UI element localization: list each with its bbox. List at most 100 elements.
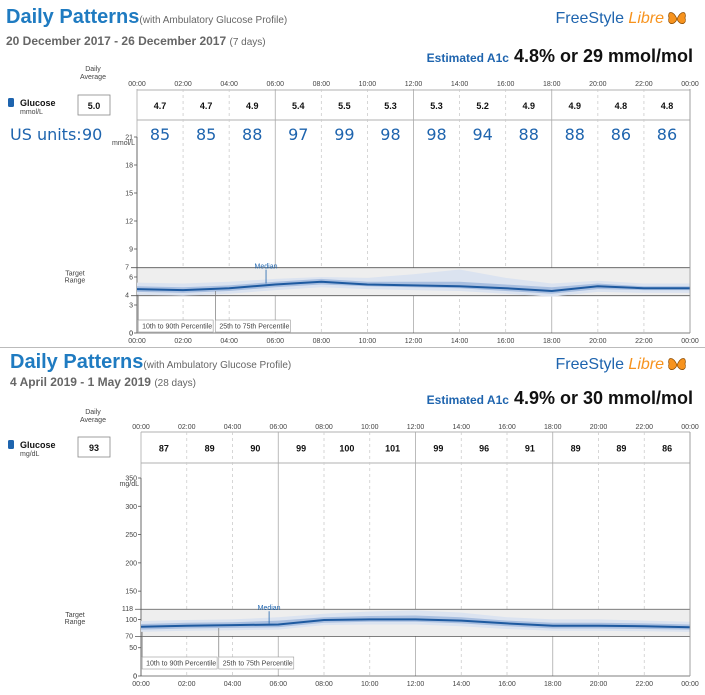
hourly-average-value: 4.7 — [154, 101, 167, 111]
legend-outer-label: 10th to 90th Percentile — [146, 661, 216, 668]
target-range-label: Target — [65, 271, 85, 278]
header-time-label: 00:00 — [681, 81, 699, 88]
hourly-average-value: 4.8 — [661, 101, 674, 111]
y-tick-label: 200 — [125, 560, 137, 567]
glucose-label: Glucose — [20, 98, 56, 108]
glucose-unit-label: mg/dL — [20, 451, 40, 458]
us-units-hourly-value: 99 — [334, 125, 354, 144]
glucose-label: Glucose — [20, 440, 56, 450]
hourly-average-value: 99 — [433, 444, 443, 454]
estimated-a1c: Estimated A1c 4.9% or 30 mmol/mol — [426, 388, 693, 408]
x-tick-label: 06:00 — [269, 681, 287, 688]
header-time-label: 10:00 — [359, 81, 377, 88]
header-time-label: 08:00 — [315, 424, 333, 431]
header-time-label: 20:00 — [589, 81, 607, 88]
y-zero-label: 0 — [129, 331, 133, 338]
x-tick-label: 14:00 — [452, 681, 470, 688]
x-tick-label: 10:00 — [361, 681, 379, 688]
us-units-hourly-value: 88 — [565, 125, 585, 144]
hourly-average-value: 5.3 — [384, 101, 397, 111]
freestyle-libre-logo: FreeStyle Libre — [556, 10, 688, 28]
days-count: (28 days) — [154, 378, 197, 389]
x-tick-label: 18:00 — [543, 338, 561, 345]
x-tick-label: 22:00 — [635, 681, 653, 688]
header-time-label: 06:00 — [266, 81, 284, 88]
hourly-average-value: 86 — [662, 444, 672, 454]
legend-outer-label: 10th to 90th Percentile — [142, 324, 212, 331]
y-tick-label: 12 — [125, 219, 133, 226]
y-tick-label: 300 — [125, 504, 137, 511]
hourly-average-value: 101 — [385, 444, 400, 454]
y-tick-label: 350 — [125, 476, 137, 483]
us-units-label: US units: — [10, 125, 82, 144]
target-range-label: Target — [65, 612, 85, 619]
y-tick-label: 150 — [125, 589, 137, 596]
us-units-hourly-value: 85 — [150, 125, 170, 144]
header-time-label: 10:00 — [361, 424, 379, 431]
hourly-average-value: 4.7 — [200, 101, 213, 111]
header-time-label: 00:00 — [128, 81, 146, 88]
page-title: Daily Patterns(with Ambulatory Glucose P… — [6, 6, 288, 28]
x-tick-label: 00:00 — [132, 681, 150, 688]
y-tick-label: 0 — [133, 674, 137, 681]
y-tick-label: 15 — [125, 191, 133, 198]
header-time-label: 14:00 — [451, 81, 469, 88]
y-tick-label: 0 — [129, 331, 133, 338]
header-time-label: 04:00 — [220, 81, 238, 88]
x-tick-label: 02:00 — [174, 338, 192, 345]
median-label: Median — [258, 605, 281, 612]
hourly-average-value: 4.8 — [615, 101, 628, 111]
y-tick-label: 9 — [129, 247, 133, 254]
header-time-label: 02:00 — [178, 424, 196, 431]
header-time-label: 08:00 — [313, 81, 331, 88]
header-time-label: 12:00 — [405, 81, 423, 88]
header-time-label: 12:00 — [407, 424, 425, 431]
median-line — [140, 618, 691, 629]
x-tick-label: 18:00 — [544, 681, 562, 688]
hourly-average-value: 96 — [479, 444, 489, 454]
x-tick-label: 16:00 — [498, 681, 516, 688]
us-units-hourly-value: 88 — [242, 125, 262, 144]
median-line — [136, 280, 690, 293]
hourly-average-value: 4.9 — [246, 101, 259, 111]
legend-outer-box — [137, 319, 214, 333]
us-units-hourly-value: 85 — [196, 125, 216, 144]
y-tick-label: 6 — [129, 275, 133, 282]
header-time-label: 00:00 — [132, 424, 150, 431]
daily-patterns-panel-2019: Daily Patterns(with Ambulatory Glucose P… — [0, 348, 705, 695]
x-tick-label: 06:00 — [266, 338, 284, 345]
x-tick-label: 16:00 — [497, 338, 515, 345]
x-tick-label: 02:00 — [178, 681, 196, 688]
us-units-hourly-value: 86 — [611, 125, 631, 144]
legend-inner-label: 25th to 75th Percentile — [223, 661, 293, 668]
legend-inner-box — [218, 656, 295, 670]
us-units-hourly-value: 98 — [426, 125, 446, 144]
hourly-average-value: 5.3 — [430, 101, 443, 111]
y-tick-label: 21 — [125, 135, 133, 142]
target-upper-tick-label: 118 — [122, 606, 133, 613]
header-time-label: 20:00 — [590, 424, 608, 431]
x-tick-label: 08:00 — [313, 338, 331, 345]
y-tick-label: 3 — [129, 303, 133, 310]
freestyle-libre-logo: FreeStyle Libre — [556, 356, 688, 374]
hourly-average-value: 4.9 — [569, 101, 582, 111]
y-tick-label: 50 — [129, 645, 137, 652]
y-axis-unit-label: mg/dL — [120, 481, 140, 488]
us-units-hourly-value: 86 — [657, 125, 677, 144]
target-range-label-line2: Range — [65, 278, 86, 285]
hourly-average-value: 99 — [296, 444, 306, 454]
header-time-label: 22:00 — [635, 424, 653, 431]
y-zero-label: 0 — [133, 674, 137, 681]
header-time-label: 14:00 — [452, 424, 470, 431]
agp-chart-2019: Daily Average 00:00 02:00 04:00 06:00 08:00 10:… — [8, 409, 699, 688]
page-subtitle: (with Ambulatory Glucose Profile) — [139, 15, 288, 26]
legend-inner-box — [215, 319, 291, 333]
header-time-label: 04:00 — [224, 424, 242, 431]
daily-average-box — [77, 94, 111, 116]
x-tick-label: 00:00 — [128, 338, 146, 345]
us-units-hourly-value: 94 — [472, 125, 492, 144]
header-time-label: 06:00 — [269, 424, 287, 431]
daily-patterns-panel-2017: Daily Patterns(with Ambulatory Glucose P… — [0, 6, 705, 348]
hourly-average-value: 5.2 — [476, 101, 489, 111]
header-time-label: 02:00 — [174, 81, 192, 88]
